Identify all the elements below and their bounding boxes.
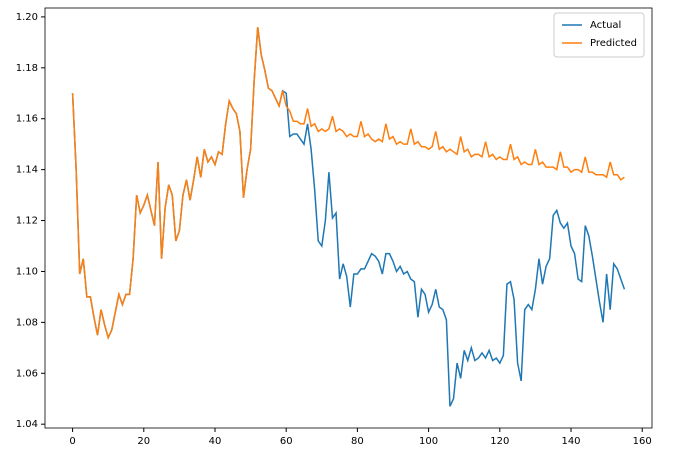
y-tick-label: 1.10: [16, 266, 38, 277]
x-tick-label: 0: [69, 436, 75, 447]
plot-frame: [44, 7, 653, 429]
x-tick-label: 40: [209, 436, 222, 447]
y-tick-label: 1.06: [16, 368, 38, 379]
x-tick-label: 80: [351, 436, 364, 447]
y-tick-label: 1.16: [16, 114, 38, 125]
x-tick-label: 20: [137, 436, 150, 447]
x-tick-label: 160: [633, 436, 652, 447]
legend-box: [553, 12, 645, 58]
y-tick-label: 1.04: [16, 419, 38, 430]
x-tick-label: 60: [280, 436, 293, 447]
x-tick-label: 100: [419, 436, 438, 447]
legend-label: Predicted: [590, 38, 637, 49]
y-tick-label: 1.14: [16, 165, 38, 176]
series-line: [71, 26, 625, 340]
x-tick-label: 120: [490, 436, 509, 447]
y-tick-label: 1.18: [16, 63, 38, 74]
x-tick-label: 140: [561, 436, 580, 447]
y-tick-label: 1.12: [16, 216, 38, 227]
y-tick-label: 1.20: [16, 12, 38, 23]
legend-label: Actual: [590, 20, 621, 31]
y-tick-label: 1.08: [16, 317, 38, 328]
